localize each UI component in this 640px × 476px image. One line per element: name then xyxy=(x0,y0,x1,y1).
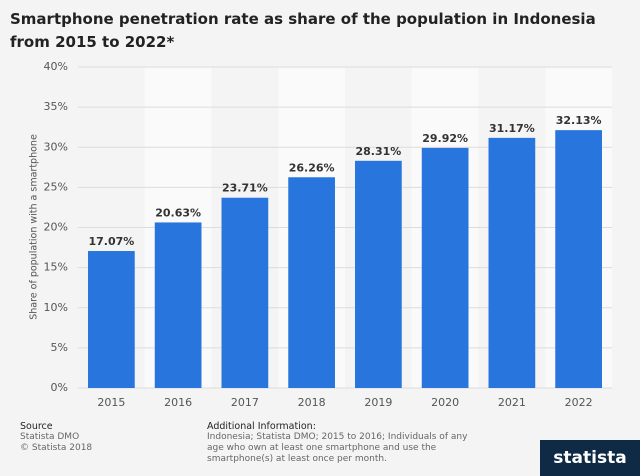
chart-title: Smartphone penetration rate as share of … xyxy=(10,10,596,51)
source-heading: Source xyxy=(20,421,53,432)
x-tick-label: 2021 xyxy=(498,396,526,409)
logo: statista xyxy=(540,440,640,476)
x-tick-label: 2020 xyxy=(431,396,459,409)
bar xyxy=(555,130,602,389)
info-block: Additional Information: Indonesia; Stati… xyxy=(207,421,477,465)
y-tick-label: 15% xyxy=(44,261,68,274)
x-tick-label: 2022 xyxy=(565,396,593,409)
value-label: 20.63% xyxy=(155,206,201,219)
copyright: © Statista 2018 xyxy=(20,443,93,453)
y-tick-label: 25% xyxy=(44,180,68,193)
value-label: 32.13% xyxy=(556,114,602,127)
y-tick-label: 0% xyxy=(51,381,68,394)
value-label: 28.31% xyxy=(355,145,401,158)
y-tick-label: 40% xyxy=(44,60,68,73)
value-label: 29.92% xyxy=(422,132,468,145)
y-tick-label: 10% xyxy=(44,301,68,314)
info-heading: Additional Information: xyxy=(207,421,316,432)
bar xyxy=(288,177,335,388)
y-tick-label: 35% xyxy=(44,100,68,113)
value-label: 31.17% xyxy=(489,122,535,135)
y-axis-label: Share of population with a smartphone xyxy=(29,134,40,320)
value-label: 26.26% xyxy=(289,161,335,174)
bar xyxy=(88,251,135,388)
bar xyxy=(421,147,469,388)
chart: Share of population with a smartphone 0%… xyxy=(29,60,612,409)
y-tick-label: 20% xyxy=(44,221,68,234)
bar xyxy=(355,160,402,388)
source: Statista DMO xyxy=(20,432,80,442)
bar xyxy=(488,137,536,388)
value-label: 17.07% xyxy=(88,235,134,248)
y-tick-label: 30% xyxy=(44,140,68,153)
x-tick-label: 2019 xyxy=(364,396,392,409)
info: Indonesia; Statista DMO; 2015 to 2016; I… xyxy=(207,432,468,464)
y-tick-label: 5% xyxy=(51,341,68,354)
bar xyxy=(221,197,269,388)
x-tick-label: 2016 xyxy=(164,396,192,409)
value-label: 23.71% xyxy=(222,182,268,195)
bar xyxy=(154,222,202,388)
x-tick-label: 2015 xyxy=(97,396,125,409)
source-block: Source Statista DMO © Statista 2018 xyxy=(20,421,92,454)
x-tick-label: 2017 xyxy=(231,396,259,409)
x-tick-label: 2018 xyxy=(298,396,326,409)
